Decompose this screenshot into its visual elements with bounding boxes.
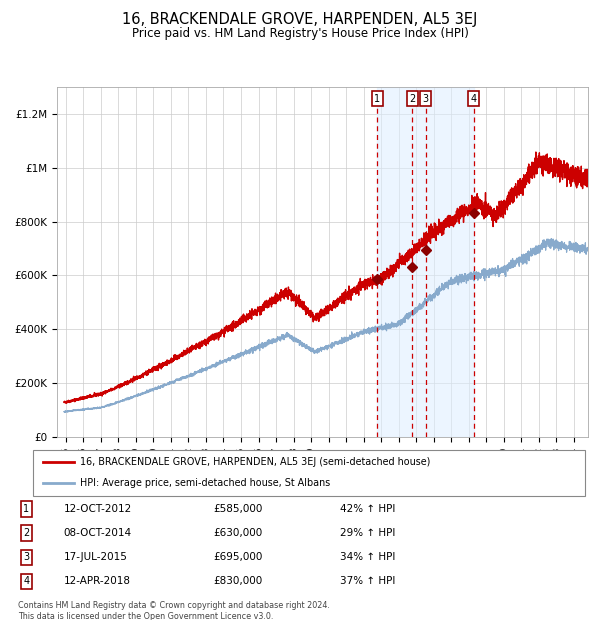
Text: £830,000: £830,000 xyxy=(214,576,263,587)
Text: 12-OCT-2012: 12-OCT-2012 xyxy=(64,504,132,514)
Text: 3: 3 xyxy=(23,552,29,562)
Text: 4: 4 xyxy=(23,576,29,587)
Text: 08-OCT-2014: 08-OCT-2014 xyxy=(64,528,132,538)
FancyBboxPatch shape xyxy=(33,450,585,496)
Text: HPI: Average price, semi-detached house, St Albans: HPI: Average price, semi-detached house,… xyxy=(80,479,330,489)
Text: 17-JUL-2015: 17-JUL-2015 xyxy=(64,552,128,562)
Text: 37% ↑ HPI: 37% ↑ HPI xyxy=(340,576,395,587)
Text: 2: 2 xyxy=(23,528,29,538)
Text: £585,000: £585,000 xyxy=(214,504,263,514)
Text: 42% ↑ HPI: 42% ↑ HPI xyxy=(340,504,395,514)
Text: 12-APR-2018: 12-APR-2018 xyxy=(64,576,131,587)
Text: 34% ↑ HPI: 34% ↑ HPI xyxy=(340,552,395,562)
Text: £630,000: £630,000 xyxy=(214,528,263,538)
Text: 4: 4 xyxy=(470,94,477,104)
Text: 2: 2 xyxy=(409,94,415,104)
Bar xyxy=(377,87,474,437)
Text: Price paid vs. HM Land Registry's House Price Index (HPI): Price paid vs. HM Land Registry's House … xyxy=(131,27,469,40)
Text: £695,000: £695,000 xyxy=(214,552,263,562)
Text: 1: 1 xyxy=(374,94,380,104)
Text: 16, BRACKENDALE GROVE, HARPENDEN, AL5 3EJ (semi-detached house): 16, BRACKENDALE GROVE, HARPENDEN, AL5 3E… xyxy=(80,457,430,467)
Text: Contains HM Land Registry data © Crown copyright and database right 2024.: Contains HM Land Registry data © Crown c… xyxy=(18,601,330,611)
Text: 1: 1 xyxy=(23,504,29,514)
Text: 3: 3 xyxy=(422,94,429,104)
Text: This data is licensed under the Open Government Licence v3.0.: This data is licensed under the Open Gov… xyxy=(18,612,274,620)
Text: 29% ↑ HPI: 29% ↑ HPI xyxy=(340,528,395,538)
Text: 16, BRACKENDALE GROVE, HARPENDEN, AL5 3EJ: 16, BRACKENDALE GROVE, HARPENDEN, AL5 3E… xyxy=(122,12,478,27)
